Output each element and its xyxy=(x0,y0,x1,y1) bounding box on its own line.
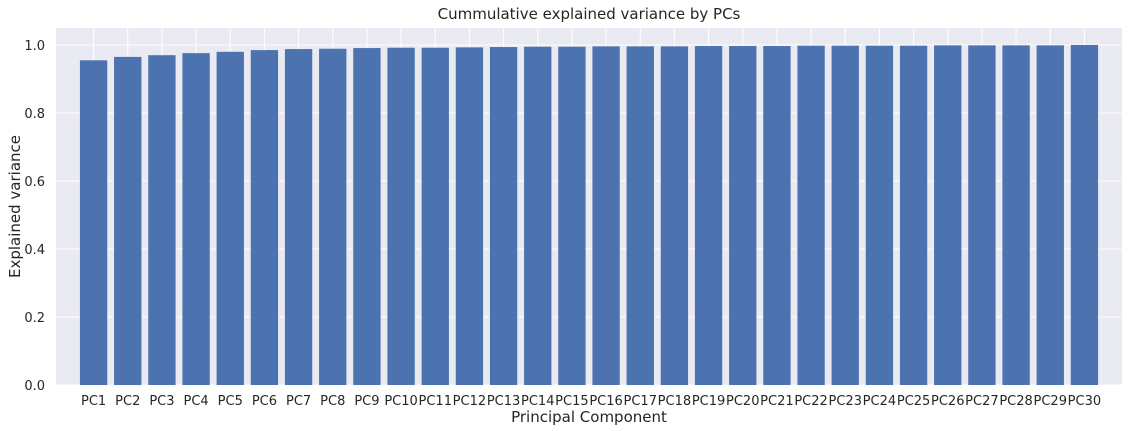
bar-pc2 xyxy=(114,56,142,386)
chart-title: Cummulative explained variance by PCs xyxy=(438,5,741,23)
bar-pc20 xyxy=(729,46,757,386)
bar-pc19 xyxy=(694,46,723,386)
bar-pc28 xyxy=(1002,45,1030,386)
x-tick-label: PC30 xyxy=(1068,394,1101,409)
x-tick-label: PC13 xyxy=(487,394,520,409)
x-tick-label: PC25 xyxy=(897,394,930,409)
x-tick-label: PC5 xyxy=(218,394,243,409)
y-tick-label: 0.2 xyxy=(24,311,45,326)
bar-pc8 xyxy=(319,48,347,386)
x-tick-label: PC22 xyxy=(794,394,827,409)
x-tick-label: PC14 xyxy=(521,394,554,409)
x-tick-label: PC28 xyxy=(999,394,1032,409)
bar-pc4 xyxy=(182,53,210,385)
bar-pc9 xyxy=(353,48,381,386)
bar-pc7 xyxy=(284,49,313,385)
bar-pc11 xyxy=(421,47,449,385)
bar-pc15 xyxy=(558,46,586,385)
x-tick-labels: PC1 PC2 PC3 PC4 PC5 PC6 PC7 PC8 PC9 PC10 PC11 PC12 P… xyxy=(81,394,1101,409)
x-tick-label: PC10 xyxy=(384,394,417,409)
x-tick-label: PC17 xyxy=(624,394,657,409)
bar-pc30 xyxy=(1070,45,1099,385)
bars-group xyxy=(79,45,1099,386)
y-tick-label: 0.6 xyxy=(24,175,45,190)
y-axis-label: Explained variance xyxy=(6,135,24,278)
y-tick-label: 0.4 xyxy=(24,243,45,258)
x-tick-label: PC21 xyxy=(760,394,793,409)
x-tick-label: PC12 xyxy=(453,394,486,409)
bar-pc17 xyxy=(626,46,654,386)
x-tick-label: PC19 xyxy=(692,394,725,409)
bar-pc25 xyxy=(899,45,928,386)
bar-pc10 xyxy=(387,47,415,385)
x-tick-label: PC24 xyxy=(863,394,896,409)
y-tick-label: 1.0 xyxy=(24,39,45,54)
x-tick-label: PC9 xyxy=(354,394,379,409)
plot-area xyxy=(56,28,1122,385)
x-tick-label: PC1 xyxy=(81,394,106,409)
bar-pc27 xyxy=(968,45,996,386)
bar-pc13 xyxy=(489,47,518,385)
x-tick-label: PC16 xyxy=(589,394,622,409)
bar-pc29 xyxy=(1036,45,1064,386)
bar-pc26 xyxy=(934,45,962,386)
bar-pc23 xyxy=(831,45,859,386)
bar-pc16 xyxy=(592,46,620,386)
bar-pc24 xyxy=(865,45,894,386)
x-tick-label: PC27 xyxy=(965,394,998,409)
x-tick-label: PC2 xyxy=(115,394,140,409)
bar-pc22 xyxy=(797,45,825,386)
x-tick-label: PC8 xyxy=(320,394,345,409)
bar-pc6 xyxy=(250,50,279,385)
x-axis-label: Principal Component xyxy=(511,408,667,426)
bar-pc14 xyxy=(524,46,552,385)
y-tick-labels: 0.0 0.2 0.4 0.6 0.8 1.0 xyxy=(24,39,45,394)
x-tick-label: PC7 xyxy=(286,394,311,409)
bar-pc5 xyxy=(216,51,244,386)
x-tick-label: PC18 xyxy=(658,394,691,409)
bar-pc12 xyxy=(455,47,484,385)
x-tick-label: PC3 xyxy=(149,394,174,409)
bar-pc1 xyxy=(79,60,108,386)
x-tick-label: PC20 xyxy=(726,394,759,409)
bar-pc21 xyxy=(763,46,791,386)
bar-pc18 xyxy=(660,46,689,386)
x-tick-label: PC29 xyxy=(1034,394,1067,409)
y-tick-label: 0.0 xyxy=(24,379,45,394)
x-tick-label: PC11 xyxy=(419,394,452,409)
y-tick-label: 0.8 xyxy=(24,107,45,122)
x-tick-label: PC6 xyxy=(252,394,277,409)
x-tick-label: PC15 xyxy=(555,394,588,409)
x-tick-label: PC23 xyxy=(829,394,862,409)
x-tick-label: PC4 xyxy=(183,394,208,409)
bar-pc3 xyxy=(148,55,176,385)
x-tick-label: PC26 xyxy=(931,394,964,409)
